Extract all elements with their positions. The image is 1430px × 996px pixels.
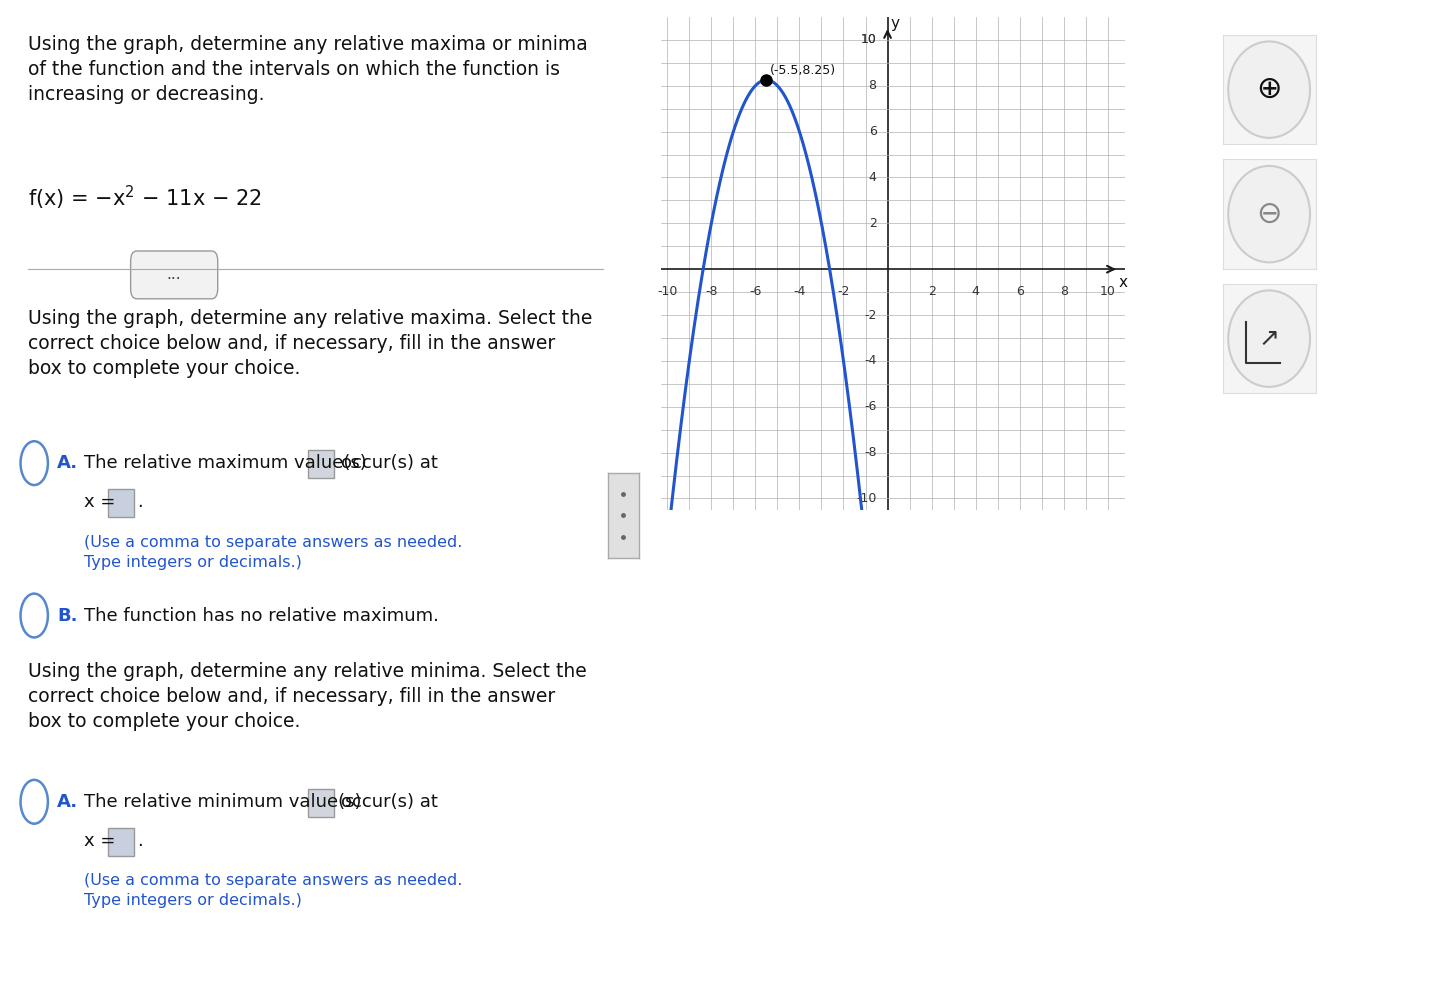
Text: 10: 10	[861, 33, 877, 47]
Text: 8: 8	[868, 80, 877, 93]
Text: ↗: ↗	[1258, 327, 1280, 351]
Text: -8: -8	[705, 285, 718, 298]
Text: -2: -2	[864, 309, 877, 322]
Text: .: .	[137, 493, 143, 511]
Text: -6: -6	[864, 400, 877, 413]
Text: f(x) = $\mathregular{-x^2}$ $-$ 11x $-$ 22: f(x) = $\mathregular{-x^2}$ $-$ 11x $-$ …	[29, 184, 262, 212]
Text: occur(s) at: occur(s) at	[340, 793, 438, 811]
Text: Using the graph, determine any relative minima. Select the
correct choice below : Using the graph, determine any relative …	[29, 662, 586, 731]
Text: (Use a comma to separate answers as needed.
Type integers or decimals.): (Use a comma to separate answers as need…	[84, 535, 462, 570]
Text: -10: -10	[656, 285, 678, 298]
Text: A.: A.	[57, 793, 79, 811]
Text: 6: 6	[1015, 285, 1024, 298]
Text: A.: A.	[57, 454, 79, 472]
Text: 8: 8	[1060, 285, 1068, 298]
Text: x =: x =	[84, 493, 116, 511]
Text: 10: 10	[861, 33, 877, 47]
Text: The function has no relative maximum.: The function has no relative maximum.	[84, 607, 439, 624]
FancyBboxPatch shape	[307, 789, 335, 817]
Text: -4: -4	[794, 285, 805, 298]
Text: 4: 4	[972, 285, 980, 298]
Text: 4: 4	[868, 171, 877, 184]
Circle shape	[1228, 291, 1310, 386]
Text: ...: ...	[167, 267, 182, 282]
Text: -8: -8	[864, 446, 877, 459]
Circle shape	[1228, 166, 1310, 262]
Text: Using the graph, determine any relative maxima. Select the
correct choice below : Using the graph, determine any relative …	[29, 309, 592, 377]
Text: .: .	[137, 832, 143, 850]
FancyBboxPatch shape	[130, 251, 217, 299]
Text: Using the graph, determine any relative maxima or minima
of the function and the: Using the graph, determine any relative …	[29, 35, 588, 104]
FancyBboxPatch shape	[109, 489, 134, 517]
Text: ⊕: ⊕	[1257, 75, 1281, 105]
Text: y: y	[891, 16, 899, 31]
Text: x =: x =	[84, 832, 116, 850]
Text: -10: -10	[857, 492, 877, 505]
Text: 10: 10	[1100, 285, 1115, 298]
Text: (-5.5,8.25): (-5.5,8.25)	[769, 64, 835, 77]
FancyBboxPatch shape	[307, 450, 335, 478]
Text: -4: -4	[864, 355, 877, 368]
Text: The relative maximum value(s): The relative maximum value(s)	[84, 454, 366, 472]
Text: 2: 2	[928, 285, 935, 298]
Text: The relative minimum value(s): The relative minimum value(s)	[84, 793, 362, 811]
Text: B.: B.	[57, 607, 77, 624]
Text: 2: 2	[868, 217, 877, 230]
Circle shape	[1228, 42, 1310, 137]
Text: -2: -2	[838, 285, 849, 298]
Text: (Use a comma to separate answers as needed.
Type integers or decimals.): (Use a comma to separate answers as need…	[84, 873, 462, 908]
Text: 6: 6	[868, 125, 877, 138]
Text: x: x	[1118, 276, 1128, 291]
Text: ⊖: ⊖	[1257, 199, 1281, 229]
Text: -6: -6	[749, 285, 762, 298]
Text: occur(s) at: occur(s) at	[340, 454, 438, 472]
FancyBboxPatch shape	[109, 828, 134, 856]
